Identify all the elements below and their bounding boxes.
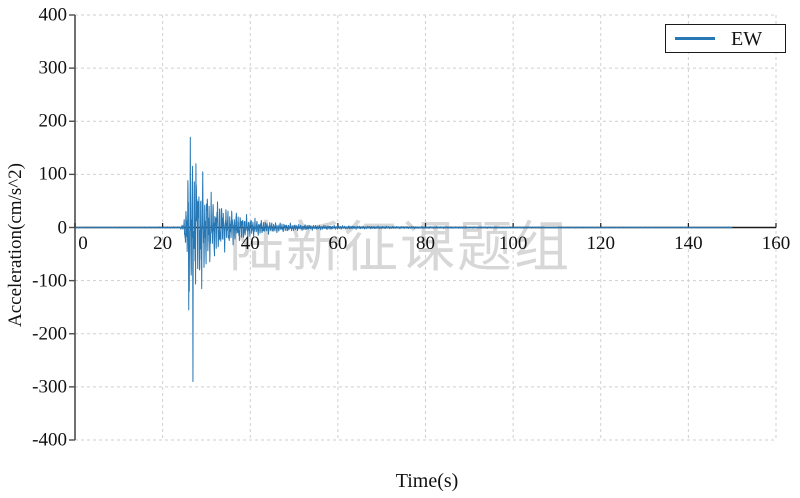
legend-label: EW	[731, 27, 763, 50]
y-tick-label: -300	[32, 376, 67, 398]
legend-line-swatch	[675, 37, 715, 40]
y-tick-label: -200	[32, 323, 67, 345]
y-tick-label: 0	[57, 217, 68, 238]
x-tick-label: 100	[498, 232, 528, 254]
y-tick-label: 400	[38, 4, 68, 26]
x-tick-label: 80	[416, 232, 435, 254]
x-tick-label: 160	[761, 232, 791, 254]
y-tick-label: 100	[38, 163, 68, 185]
x-tick-label: 40	[240, 232, 260, 254]
x-tick-label: 120	[586, 232, 616, 254]
x-tick-label: 60	[328, 232, 348, 254]
waveform-ew	[74, 136, 733, 383]
y-tick-label: 200	[38, 110, 68, 132]
y-tick-label: -400	[32, 429, 67, 451]
x-tick-label: 0	[78, 232, 88, 254]
legend: EW	[665, 24, 786, 53]
x-axis-title: Time(s)	[395, 470, 459, 492]
x-tick-label: 140	[674, 232, 703, 254]
x-tick-label: 20	[153, 232, 173, 254]
y-tick-label: -100	[32, 270, 67, 292]
y-tick-label: 300	[38, 57, 68, 79]
y-axis-title: Acceleration(cm/s^2)	[5, 162, 26, 328]
